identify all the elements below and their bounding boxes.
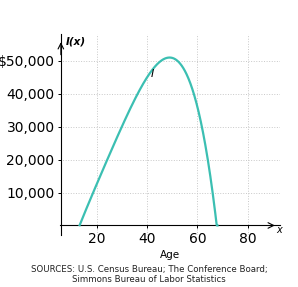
Text: I(x): I(x) — [66, 36, 86, 46]
Text: I: I — [151, 69, 154, 79]
Text: SOURCES: U.S. Census Bureau; The Conference Board;
Simmons Bureau of Labor Stati: SOURCES: U.S. Census Bureau; The Confere… — [31, 265, 267, 284]
X-axis label: Age: Age — [160, 250, 180, 260]
Text: x: x — [276, 225, 282, 235]
